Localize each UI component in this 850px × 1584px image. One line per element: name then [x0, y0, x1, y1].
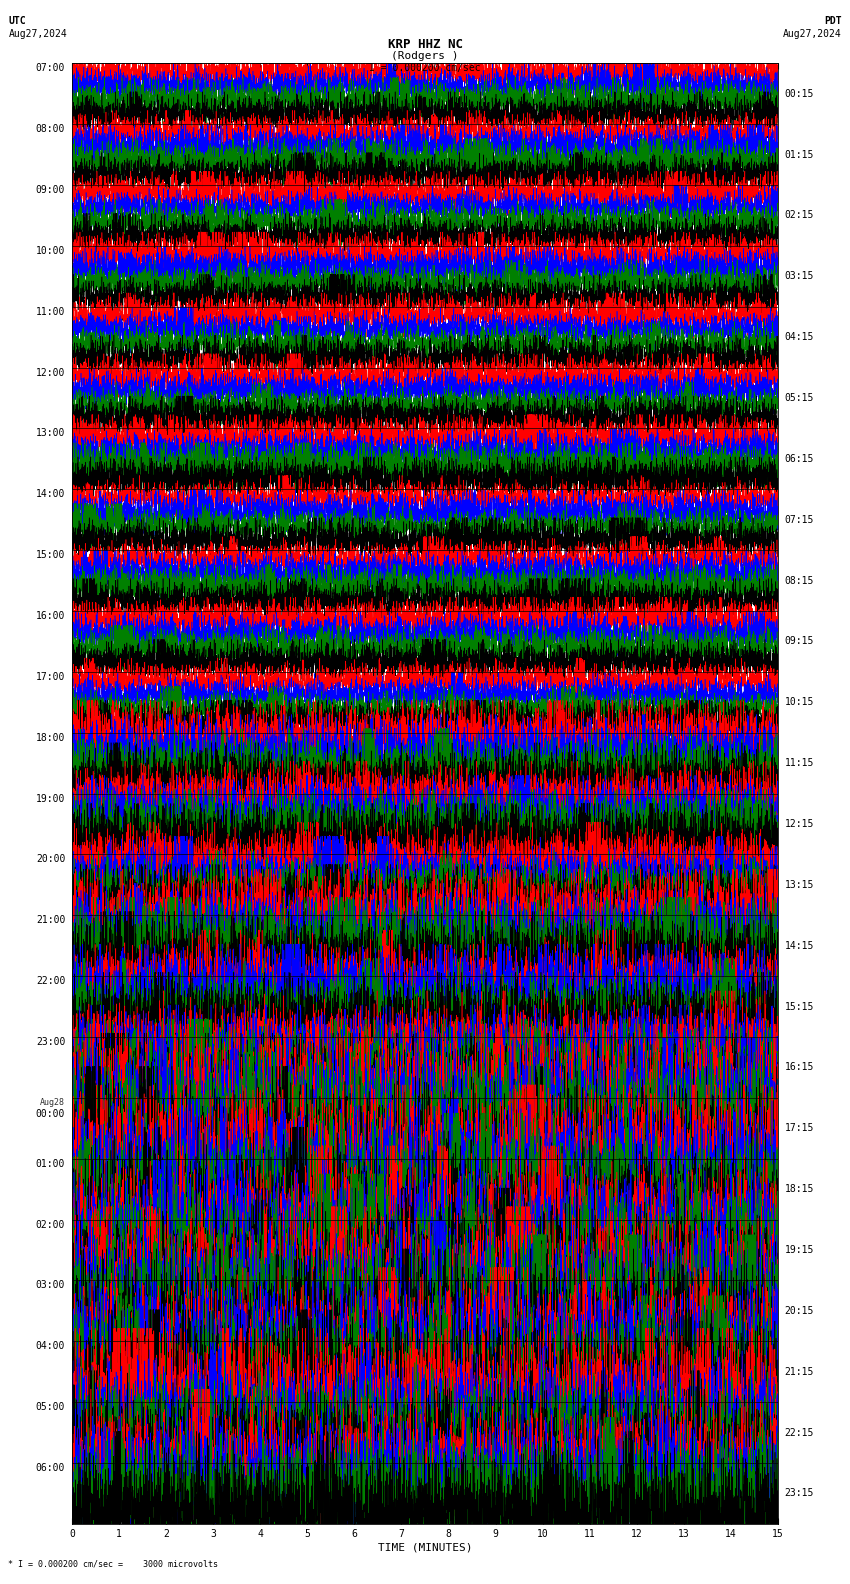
Text: 19:15: 19:15	[785, 1245, 814, 1255]
Text: 05:00: 05:00	[36, 1402, 65, 1411]
Text: 08:15: 08:15	[785, 575, 814, 586]
Text: 22:00: 22:00	[36, 976, 65, 987]
Text: 17:15: 17:15	[785, 1123, 814, 1133]
Text: * I = 0.000200 cm/sec =    3000 microvolts: * I = 0.000200 cm/sec = 3000 microvolts	[8, 1559, 218, 1568]
Text: 18:15: 18:15	[785, 1185, 814, 1194]
Text: Aug27,2024: Aug27,2024	[783, 29, 842, 38]
Text: 10:15: 10:15	[785, 697, 814, 708]
Text: 23:15: 23:15	[785, 1489, 814, 1498]
Text: 17:00: 17:00	[36, 672, 65, 681]
Text: 05:15: 05:15	[785, 393, 814, 402]
Text: 01:00: 01:00	[36, 1159, 65, 1169]
Text: 20:15: 20:15	[785, 1305, 814, 1316]
Text: 15:00: 15:00	[36, 550, 65, 561]
Text: 23:00: 23:00	[36, 1038, 65, 1047]
Text: 07:15: 07:15	[785, 515, 814, 524]
Text: 21:15: 21:15	[785, 1367, 814, 1376]
Text: 14:00: 14:00	[36, 489, 65, 499]
Text: Aug28: Aug28	[40, 1098, 65, 1107]
Text: 13:00: 13:00	[36, 429, 65, 439]
Text: (Rodgers ): (Rodgers )	[391, 51, 459, 60]
Text: 09:15: 09:15	[785, 637, 814, 646]
Text: 03:15: 03:15	[785, 271, 814, 282]
Text: 00:00: 00:00	[36, 1109, 65, 1120]
Text: 21:00: 21:00	[36, 916, 65, 925]
Text: 02:15: 02:15	[785, 211, 814, 220]
Text: 03:00: 03:00	[36, 1280, 65, 1291]
Text: 01:15: 01:15	[785, 149, 814, 160]
Text: 00:15: 00:15	[785, 89, 814, 98]
Text: 11:15: 11:15	[785, 759, 814, 768]
Text: PDT: PDT	[824, 16, 842, 25]
Text: 11:00: 11:00	[36, 307, 65, 317]
X-axis label: TIME (MINUTES): TIME (MINUTES)	[377, 1543, 473, 1552]
Text: 02:00: 02:00	[36, 1220, 65, 1229]
Text: 04:00: 04:00	[36, 1342, 65, 1351]
Text: 12:00: 12:00	[36, 367, 65, 377]
Text: 16:00: 16:00	[36, 611, 65, 621]
Text: 18:00: 18:00	[36, 733, 65, 743]
Text: 10:00: 10:00	[36, 246, 65, 257]
Text: 09:00: 09:00	[36, 185, 65, 195]
Text: Aug27,2024: Aug27,2024	[8, 29, 67, 38]
Text: 12:15: 12:15	[785, 819, 814, 828]
Text: 13:15: 13:15	[785, 879, 814, 890]
Text: 06:15: 06:15	[785, 455, 814, 464]
Text: 19:00: 19:00	[36, 794, 65, 803]
Text: 22:15: 22:15	[785, 1427, 814, 1438]
Text: 04:15: 04:15	[785, 333, 814, 342]
Text: 07:00: 07:00	[36, 63, 65, 73]
Text: KRP HHZ NC: KRP HHZ NC	[388, 38, 462, 51]
Text: 15:15: 15:15	[785, 1001, 814, 1012]
Text: 20:00: 20:00	[36, 854, 65, 865]
Text: 06:00: 06:00	[36, 1464, 65, 1473]
Text: 08:00: 08:00	[36, 124, 65, 135]
Text: 16:15: 16:15	[785, 1063, 814, 1072]
Text: UTC: UTC	[8, 16, 26, 25]
Text: 14:15: 14:15	[785, 941, 814, 950]
Text: I = 0.000200 cm/sec: I = 0.000200 cm/sec	[369, 63, 481, 73]
